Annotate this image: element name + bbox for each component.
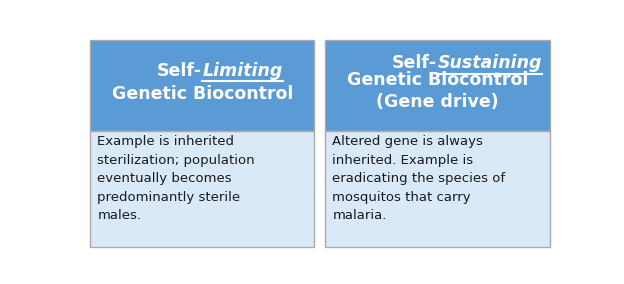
FancyBboxPatch shape	[325, 131, 550, 247]
Text: Genetic Biocontrol: Genetic Biocontrol	[112, 85, 293, 103]
Text: Altered gene is always
inherited. Example is
eradicating the species of
mosquito: Altered gene is always inherited. Exampl…	[333, 135, 505, 222]
FancyBboxPatch shape	[90, 131, 314, 247]
Text: Self-: Self-	[392, 54, 437, 72]
Text: Limiting: Limiting	[202, 62, 283, 80]
Text: Self-: Self-	[157, 62, 202, 80]
Text: (Gene drive): (Gene drive)	[376, 93, 499, 111]
Text: Genetic Biocontrol: Genetic Biocontrol	[346, 72, 528, 89]
Text: Sustaining: Sustaining	[437, 54, 542, 72]
FancyBboxPatch shape	[90, 39, 314, 131]
Text: Example is inherited
sterilization; population
eventually becomes
predominantly : Example is inherited sterilization; popu…	[97, 135, 255, 222]
FancyBboxPatch shape	[325, 39, 550, 131]
